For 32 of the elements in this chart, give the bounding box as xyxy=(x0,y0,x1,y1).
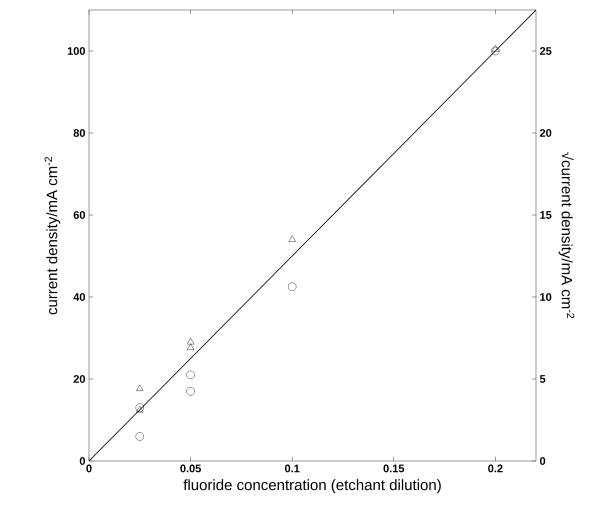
point xyxy=(186,338,194,344)
y2-tick-label: 25 xyxy=(540,47,552,55)
x-tick-label: 0.2 xyxy=(488,464,503,472)
y2-tick-label: 20 xyxy=(540,129,552,137)
y2-tick-label: 10 xyxy=(540,293,552,301)
y-tick-label: 100 xyxy=(68,47,86,55)
y2-tick-label: 0 xyxy=(540,457,546,465)
point xyxy=(491,46,500,56)
y-tick-label: 20 xyxy=(74,375,86,383)
y2-axis-title: √current density/mA cm$^{-2}$ xyxy=(558,152,574,318)
point xyxy=(186,344,194,350)
point xyxy=(186,387,195,396)
y-tick-label: 60 xyxy=(74,211,86,219)
point xyxy=(136,432,144,441)
point xyxy=(136,384,144,392)
point xyxy=(186,370,195,380)
x-tick-label: 0.1 xyxy=(284,464,300,472)
x-axis-title: fluoride concentration (etchant dilution) xyxy=(183,479,441,494)
y-tick-label: 0 xyxy=(80,457,86,465)
point xyxy=(136,404,144,412)
y-tick-label: 40 xyxy=(73,293,86,301)
x-tick-label: 0 xyxy=(86,464,92,472)
point xyxy=(288,282,296,291)
y-axis-title: current density/mA cm$^{-2}$ xyxy=(44,157,60,314)
y2-tick-label: 15 xyxy=(540,211,552,219)
point xyxy=(492,45,500,52)
x-tick-label: 0.15 xyxy=(384,464,404,472)
point xyxy=(136,406,144,412)
point xyxy=(288,235,296,242)
y-tick-label: 80 xyxy=(74,129,86,137)
y2-tick-label: 5 xyxy=(540,375,546,383)
x-tick-label: 0.05 xyxy=(180,464,201,472)
